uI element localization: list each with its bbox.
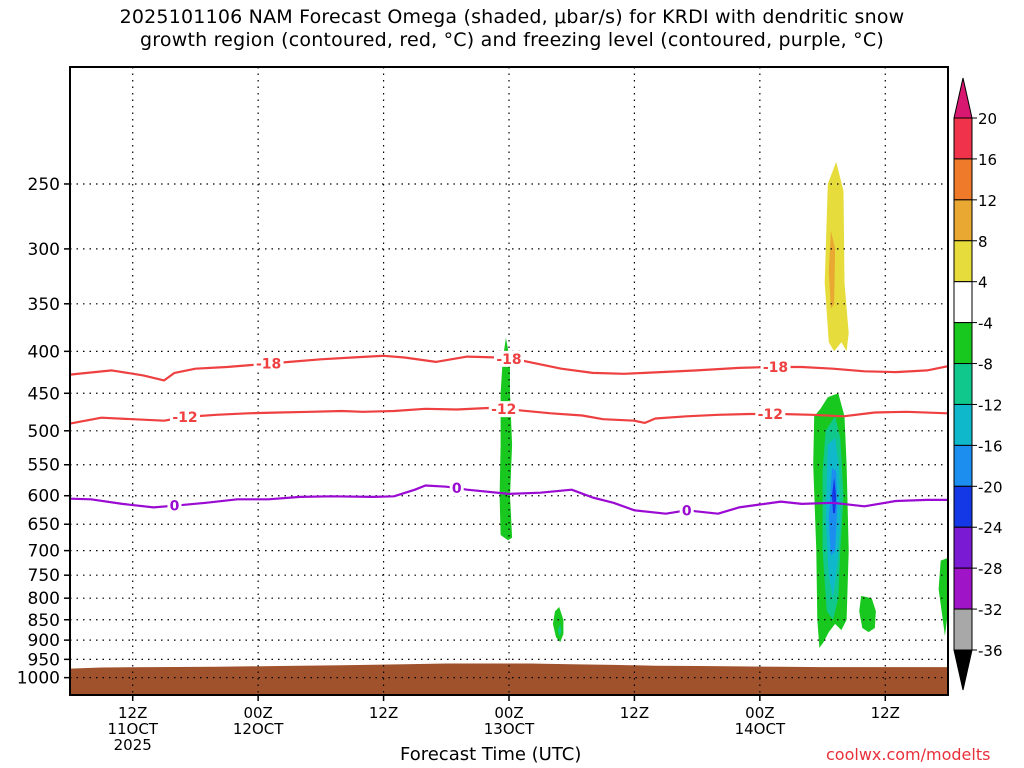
y-tick-label-450: 450	[28, 384, 60, 404]
y-tick-label-500: 500	[28, 422, 60, 442]
colorbar-top-arrow	[953, 77, 973, 119]
x-tick-label-78-0: 12Z	[871, 704, 900, 722]
colorbar-label-12: -32	[978, 601, 1003, 619]
y-tick-label-650: 650	[28, 515, 60, 535]
y-tick-label-800: 800	[28, 589, 60, 609]
grid-layer	[70, 67, 948, 695]
y-tick-label-700: 700	[28, 542, 60, 562]
omega-shading-layer	[499, 161, 948, 648]
y-tick-label-750: 750	[28, 566, 60, 586]
x-tick-label-6-0: 12Z	[118, 704, 147, 722]
colorbar-swatch-4	[953, 281, 973, 324]
y-tick-label-1000: 1000	[17, 669, 60, 689]
contour-label-bg-2-1	[449, 480, 464, 497]
colorbar-swatch-12	[953, 608, 973, 651]
y-tick-label-950: 950	[28, 650, 60, 670]
colorbar-label-2: 12	[978, 192, 997, 210]
y-tick-label-250: 250	[28, 175, 60, 195]
colorbar-swatch-0	[953, 117, 973, 160]
y-tick-label-300: 300	[28, 240, 60, 260]
contour-label-2-0: 0	[170, 499, 180, 515]
y-tick-label-350: 350	[28, 295, 60, 315]
x-tick-label-18-0: 00Z	[243, 704, 272, 722]
contour-label-2-2: 0	[682, 503, 692, 519]
colorbar-label-0: 20	[978, 110, 997, 128]
contour-label-bg-1-0	[169, 409, 200, 426]
colorbar-label-9: -20	[978, 478, 1003, 496]
x-tick-label-66-0: 00Z	[745, 704, 774, 722]
y-tick-label-850: 850	[28, 611, 60, 631]
contour-label-0-1: -18	[496, 352, 521, 368]
colorbar-swatch-10	[953, 526, 973, 569]
colorbar-label-11: -28	[978, 560, 1003, 578]
contour-label-1-0: -12	[172, 410, 197, 426]
x-tick-label-42-1: 13OCT	[484, 720, 535, 738]
omega-region-2	[558, 623, 562, 637]
colorbar-label-7: -12	[978, 396, 1003, 414]
x-tick-label-66-1: 14OCT	[735, 720, 786, 738]
y-tick-label-600: 600	[28, 487, 60, 507]
x-axis-title: Forecast Time (UTC)	[400, 744, 582, 765]
contour-line-0	[69, 354, 949, 382]
contour-label-1-1: -12	[491, 402, 516, 418]
contour-label-bg-1-2	[755, 406, 786, 423]
contour-layer: -18 -18 -18 -12 -12 -12 0 0 0	[69, 350, 949, 519]
y-axis: 2503003504004505005506006507007508008509…	[17, 175, 70, 689]
colorbar-swatch-6	[953, 363, 973, 405]
contour-label-bg-0-1	[494, 350, 524, 367]
colorbar-label-1: 16	[978, 151, 997, 169]
contour-label-0-0: -18	[256, 357, 281, 373]
colorbar-label-13: -36	[978, 642, 1003, 660]
colorbar-label-8: -16	[978, 437, 1003, 455]
colorbar-swatch-9	[953, 485, 973, 528]
x-tick-label-6-1: 11OCT	[107, 720, 158, 738]
x-tick-label-54-0: 12Z	[620, 704, 649, 722]
colorbar-bottom-arrow	[953, 649, 973, 691]
y-tick-label-900: 900	[28, 631, 60, 651]
contour-label-bg-0-2	[760, 359, 791, 376]
omega-region-10	[824, 161, 849, 352]
omega-region-7	[832, 477, 837, 514]
omega-region-11	[828, 230, 836, 309]
omega-region-8	[859, 595, 876, 633]
y-tick-label-550: 550	[28, 456, 60, 476]
colorbar-swatch-8	[953, 444, 973, 487]
contour-label-0-2: -18	[763, 360, 788, 376]
contour-label-bg-2-2	[679, 502, 694, 519]
colorbar-label-5: -4	[978, 315, 993, 333]
colorbar-label-6: -8	[978, 356, 993, 374]
x-tick-label-18-1: 12OCT	[233, 720, 284, 738]
colorbar-swatch-11	[953, 567, 973, 610]
x-tick-label-42-0: 00Z	[494, 704, 523, 722]
colorbar-label-10: -24	[978, 519, 1003, 537]
contour-label-bg-2-0	[167, 497, 182, 514]
contour-label-2-1: 0	[452, 481, 462, 497]
contour-label-bg-0-0	[253, 355, 284, 372]
title-line-1: 2025101106 NAM Forecast Omega (shaded, μ…	[119, 6, 905, 28]
x-tick-label-6-2: 2025	[114, 736, 152, 754]
x-tick-label-30-0: 12Z	[369, 704, 398, 722]
colorbar-swatch-3	[953, 240, 973, 283]
contour-label-bg-1-1	[488, 401, 519, 418]
omega-region-1	[552, 607, 564, 643]
contour-line-2	[69, 484, 948, 515]
y-tick-label-400: 400	[28, 342, 60, 362]
colorbar-legend: 20 16 12 8 4 -4 -8 -12 -16 -20 -24 -28 -32 -36	[953, 77, 1003, 691]
colorbar-swatch-2	[953, 199, 973, 242]
colorbar-label-4: 4	[978, 274, 988, 292]
omega-region-9	[938, 558, 948, 637]
chart-title: 2025101106 NAM Forecast Omega (shaded, μ…	[0, 6, 1024, 52]
omega-region-0	[499, 337, 513, 541]
colorbar-swatch-1	[953, 158, 973, 201]
colorbar-label-3: 8	[978, 233, 988, 251]
title-line-2: growth region (contoured, red, °C) and f…	[140, 29, 884, 51]
contour-label-1-2: -12	[758, 407, 783, 423]
colorbar-swatch-7	[953, 403, 973, 446]
credit-text: coolwx.com/modelts	[826, 745, 991, 764]
colorbar-swatch-5	[953, 322, 973, 365]
